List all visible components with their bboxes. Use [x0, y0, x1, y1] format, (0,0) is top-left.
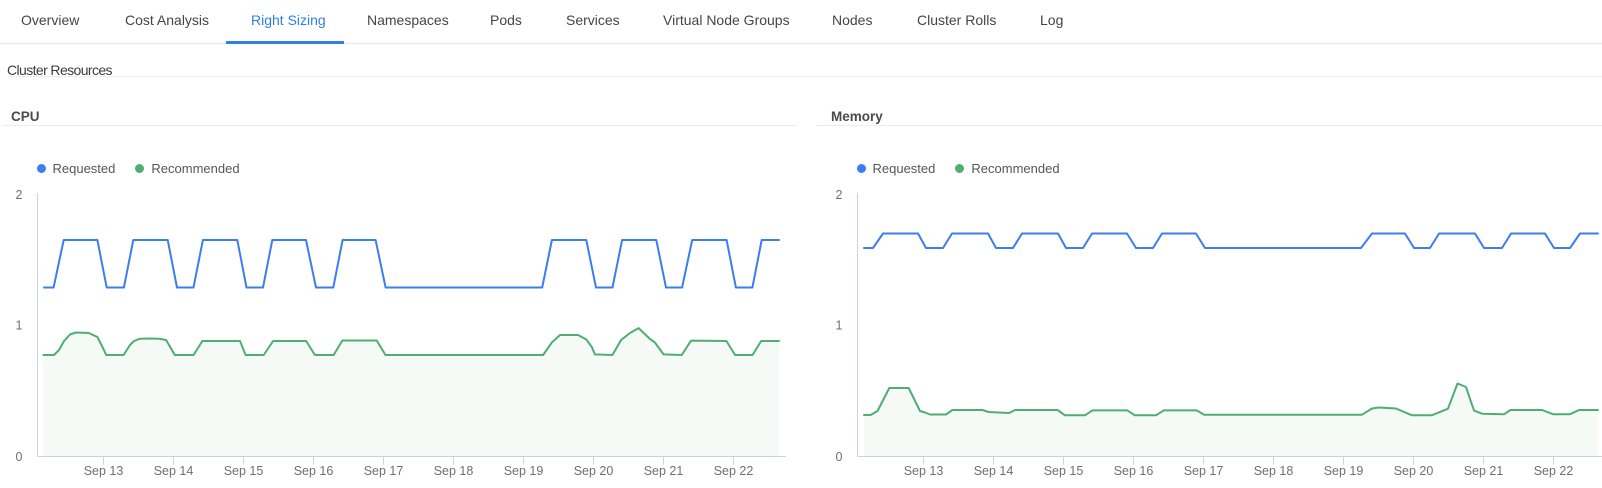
- svg-text:2: 2: [16, 188, 23, 202]
- svg-text:Sep 16: Sep 16: [294, 464, 334, 478]
- svg-text:Sep 17: Sep 17: [1184, 464, 1224, 478]
- svg-text:2: 2: [836, 188, 843, 202]
- svg-text:Sep 22: Sep 22: [714, 464, 754, 478]
- svg-text:Sep 19: Sep 19: [504, 464, 544, 478]
- svg-text:Sep 14: Sep 14: [974, 464, 1014, 478]
- svg-text:Sep 18: Sep 18: [434, 464, 474, 478]
- svg-text:0: 0: [836, 450, 843, 464]
- svg-text:Sep 22: Sep 22: [1534, 464, 1574, 478]
- svg-text:Sep 19: Sep 19: [1324, 464, 1364, 478]
- svg-text:Sep 16: Sep 16: [1114, 464, 1154, 478]
- svg-text:0: 0: [16, 450, 23, 464]
- svg-text:Sep 15: Sep 15: [1044, 464, 1084, 478]
- svg-text:1: 1: [16, 319, 23, 333]
- svg-text:Sep 20: Sep 20: [574, 464, 614, 478]
- svg-text:Sep 14: Sep 14: [154, 464, 194, 478]
- svg-text:Sep 13: Sep 13: [84, 464, 124, 478]
- svg-text:Sep 13: Sep 13: [904, 464, 944, 478]
- svg-text:Sep 21: Sep 21: [644, 464, 684, 478]
- svg-text:Sep 20: Sep 20: [1394, 464, 1434, 478]
- svg-text:Sep 15: Sep 15: [224, 464, 264, 478]
- svg-text:1: 1: [836, 319, 843, 333]
- svg-text:Sep 18: Sep 18: [1254, 464, 1294, 478]
- svg-text:Sep 21: Sep 21: [1464, 464, 1504, 478]
- svg-text:Sep 17: Sep 17: [364, 464, 404, 478]
